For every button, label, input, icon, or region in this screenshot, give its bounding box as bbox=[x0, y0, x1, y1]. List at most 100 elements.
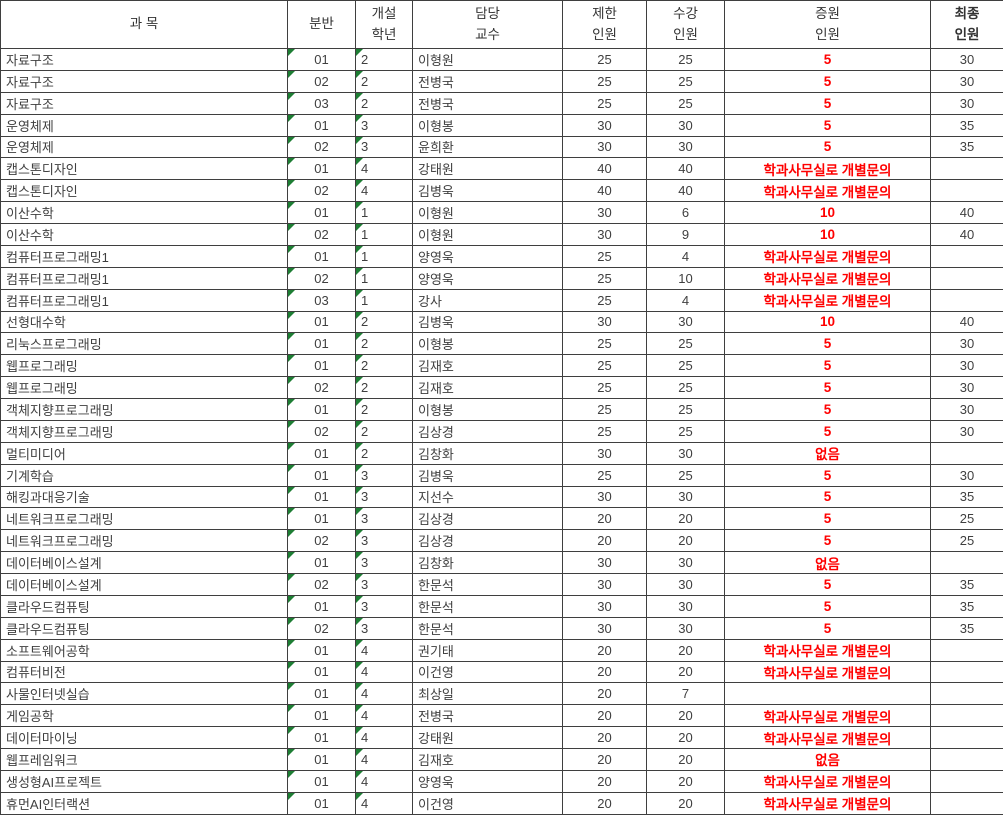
cell-subject[interactable]: 데이터베이스설계 bbox=[1, 574, 288, 596]
cell-final[interactable] bbox=[931, 267, 1003, 289]
cell-subject[interactable]: 컴퓨터프로그래밍1 bbox=[1, 289, 288, 311]
cell-subject[interactable]: 웹프로그래밍 bbox=[1, 355, 288, 377]
cell-year[interactable]: 4 bbox=[356, 639, 413, 661]
cell-added[interactable]: 학과사무실로 개별문의 bbox=[725, 661, 931, 683]
cell-section[interactable]: 01 bbox=[288, 158, 356, 180]
cell-subject[interactable]: 멀티미디어 bbox=[1, 442, 288, 464]
header-final[interactable]: 최종 인원 bbox=[931, 1, 1003, 49]
cell-enrolled[interactable]: 25 bbox=[647, 399, 725, 421]
cell-limit[interactable]: 30 bbox=[563, 595, 647, 617]
cell-year[interactable]: 4 bbox=[356, 792, 413, 814]
cell-enrolled[interactable]: 30 bbox=[647, 136, 725, 158]
cell-added[interactable]: 10 bbox=[725, 311, 931, 333]
cell-final[interactable]: 35 bbox=[931, 136, 1003, 158]
cell-section[interactable]: 01 bbox=[288, 770, 356, 792]
cell-limit[interactable]: 30 bbox=[563, 202, 647, 224]
cell-professor[interactable]: 김상경 bbox=[413, 508, 563, 530]
cell-subject[interactable]: 게임공학 bbox=[1, 705, 288, 727]
cell-added[interactable]: 5 bbox=[725, 333, 931, 355]
cell-subject[interactable]: 클라우드컴퓨팅 bbox=[1, 617, 288, 639]
cell-final[interactable]: 30 bbox=[931, 464, 1003, 486]
cell-year[interactable]: 3 bbox=[356, 595, 413, 617]
cell-professor[interactable]: 윤희환 bbox=[413, 136, 563, 158]
cell-enrolled[interactable]: 20 bbox=[647, 705, 725, 727]
cell-added[interactable]: 5 bbox=[725, 486, 931, 508]
cell-enrolled[interactable]: 20 bbox=[647, 530, 725, 552]
cell-professor[interactable]: 김재호 bbox=[413, 377, 563, 399]
cell-year[interactable]: 2 bbox=[356, 420, 413, 442]
cell-limit[interactable]: 25 bbox=[563, 92, 647, 114]
cell-added[interactable]: 5 bbox=[725, 595, 931, 617]
cell-subject[interactable]: 소프트웨어공학 bbox=[1, 639, 288, 661]
cell-final[interactable] bbox=[931, 552, 1003, 574]
cell-section[interactable]: 01 bbox=[288, 683, 356, 705]
cell-enrolled[interactable]: 30 bbox=[647, 617, 725, 639]
cell-subject[interactable]: 데이터베이스설계 bbox=[1, 552, 288, 574]
cell-enrolled[interactable]: 30 bbox=[647, 595, 725, 617]
cell-limit[interactable]: 25 bbox=[563, 420, 647, 442]
cell-subject[interactable]: 네트워크프로그래밍 bbox=[1, 530, 288, 552]
cell-year[interactable]: 2 bbox=[356, 49, 413, 71]
cell-year[interactable]: 2 bbox=[356, 399, 413, 421]
cell-enrolled[interactable]: 25 bbox=[647, 49, 725, 71]
cell-limit[interactable]: 25 bbox=[563, 399, 647, 421]
cell-subject[interactable]: 컴퓨터비전 bbox=[1, 661, 288, 683]
cell-professor[interactable]: 강태원 bbox=[413, 158, 563, 180]
cell-section[interactable]: 01 bbox=[288, 508, 356, 530]
cell-final[interactable] bbox=[931, 158, 1003, 180]
cell-section[interactable]: 01 bbox=[288, 49, 356, 71]
cell-limit[interactable]: 20 bbox=[563, 508, 647, 530]
cell-limit[interactable]: 20 bbox=[563, 770, 647, 792]
cell-section[interactable]: 02 bbox=[288, 70, 356, 92]
cell-added[interactable]: 5 bbox=[725, 92, 931, 114]
cell-professor[interactable]: 이형봉 bbox=[413, 399, 563, 421]
cell-added[interactable]: 학과사무실로 개별문의 bbox=[725, 727, 931, 749]
cell-final[interactable] bbox=[931, 442, 1003, 464]
cell-section[interactable]: 01 bbox=[288, 639, 356, 661]
cell-enrolled[interactable]: 10 bbox=[647, 267, 725, 289]
cell-enrolled[interactable]: 6 bbox=[647, 202, 725, 224]
cell-limit[interactable]: 25 bbox=[563, 355, 647, 377]
cell-section[interactable]: 01 bbox=[288, 202, 356, 224]
cell-year[interactable]: 3 bbox=[356, 486, 413, 508]
cell-limit[interactable]: 20 bbox=[563, 727, 647, 749]
cell-subject[interactable]: 클라우드컴퓨팅 bbox=[1, 595, 288, 617]
cell-subject[interactable]: 해킹과대응기술 bbox=[1, 486, 288, 508]
cell-added[interactable] bbox=[725, 683, 931, 705]
cell-added[interactable]: 없음 bbox=[725, 749, 931, 771]
cell-limit[interactable]: 25 bbox=[563, 49, 647, 71]
cell-enrolled[interactable]: 20 bbox=[647, 749, 725, 771]
header-section[interactable]: 분반 bbox=[288, 1, 356, 49]
cell-enrolled[interactable]: 20 bbox=[647, 770, 725, 792]
cell-limit[interactable]: 40 bbox=[563, 158, 647, 180]
cell-final[interactable] bbox=[931, 683, 1003, 705]
cell-added[interactable]: 5 bbox=[725, 399, 931, 421]
cell-enrolled[interactable]: 30 bbox=[647, 114, 725, 136]
cell-final[interactable] bbox=[931, 245, 1003, 267]
cell-section[interactable]: 01 bbox=[288, 399, 356, 421]
cell-professor[interactable]: 한문석 bbox=[413, 617, 563, 639]
cell-final[interactable]: 30 bbox=[931, 355, 1003, 377]
header-subject[interactable]: 과 목 bbox=[1, 1, 288, 49]
cell-limit[interactable]: 30 bbox=[563, 114, 647, 136]
cell-added[interactable]: 학과사무실로 개별문의 bbox=[725, 792, 931, 814]
cell-professor[interactable]: 이건영 bbox=[413, 661, 563, 683]
cell-year[interactable]: 4 bbox=[356, 683, 413, 705]
cell-final[interactable] bbox=[931, 749, 1003, 771]
cell-professor[interactable]: 김병욱 bbox=[413, 311, 563, 333]
cell-section[interactable]: 01 bbox=[288, 114, 356, 136]
cell-enrolled[interactable]: 4 bbox=[647, 289, 725, 311]
cell-subject[interactable]: 웹프레임워크 bbox=[1, 749, 288, 771]
cell-final[interactable]: 30 bbox=[931, 420, 1003, 442]
cell-limit[interactable]: 20 bbox=[563, 705, 647, 727]
cell-added[interactable]: 5 bbox=[725, 508, 931, 530]
cell-section[interactable]: 02 bbox=[288, 530, 356, 552]
cell-limit[interactable]: 20 bbox=[563, 639, 647, 661]
cell-year[interactable]: 4 bbox=[356, 727, 413, 749]
cell-limit[interactable]: 25 bbox=[563, 377, 647, 399]
cell-added[interactable]: 10 bbox=[725, 202, 931, 224]
cell-year[interactable]: 3 bbox=[356, 617, 413, 639]
cell-limit[interactable]: 40 bbox=[563, 180, 647, 202]
cell-added[interactable]: 5 bbox=[725, 420, 931, 442]
cell-subject[interactable]: 기계학습 bbox=[1, 464, 288, 486]
